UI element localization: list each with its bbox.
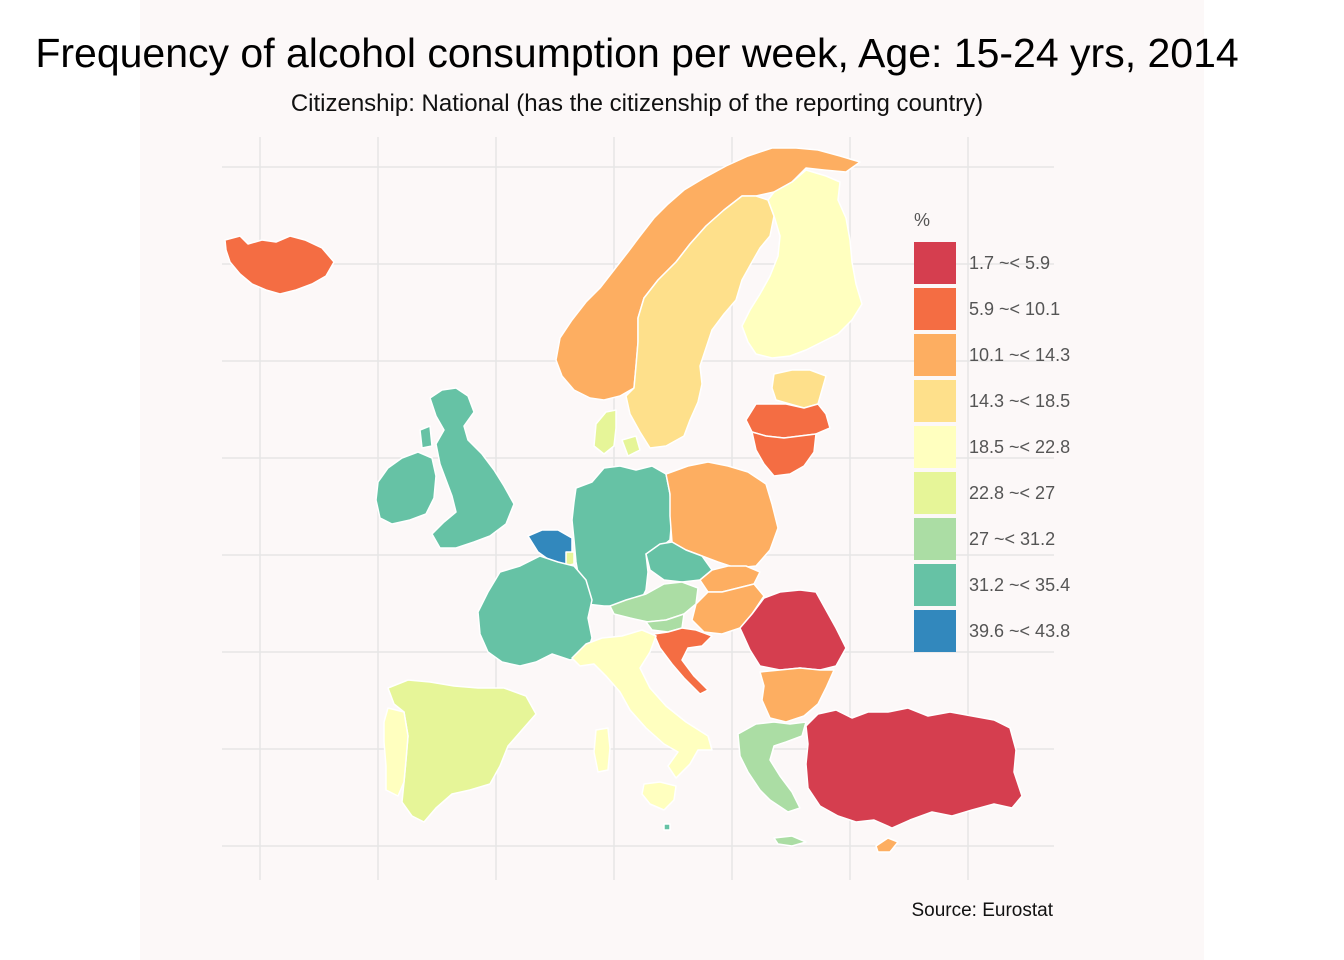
legend-label: 31.2 ~< 35.4 <box>969 575 1071 595</box>
legend-swatch <box>914 472 956 514</box>
legend-swatch <box>914 288 956 330</box>
region-crete[interactable] <box>773 835 807 847</box>
region-turkey[interactable] <box>805 707 1023 829</box>
legend-swatch <box>914 242 956 284</box>
region-bulgaria[interactable] <box>759 667 835 723</box>
region-united-kingdom[interactable] <box>419 387 515 549</box>
region-malta[interactable] <box>663 823 671 831</box>
region-finland[interactable] <box>741 169 863 359</box>
region-portugal[interactable] <box>383 707 409 797</box>
map-title: Frequency of alcohol consumption per wee… <box>35 30 1239 76</box>
legend-label: 27 ~< 31.2 <box>969 529 1056 549</box>
region-lithuania[interactable] <box>751 431 817 477</box>
legend-swatch <box>914 334 956 376</box>
region-sweden[interactable] <box>625 195 775 449</box>
region-latvia[interactable] <box>745 403 831 439</box>
region-iceland[interactable] <box>224 235 335 295</box>
legend-label: 22.8 ~< 27 <box>969 483 1056 503</box>
legend-label: 10.1 ~< 14.3 <box>969 345 1071 365</box>
region-sicily[interactable] <box>641 781 677 811</box>
region-croatia[interactable] <box>653 627 713 695</box>
legend-label: 5.9 ~< 10.1 <box>969 299 1061 319</box>
legend-label: 1.7 ~< 5.9 <box>969 253 1051 273</box>
legend-swatch <box>914 564 956 606</box>
legend-swatch <box>914 518 956 560</box>
legend-swatch <box>914 426 956 468</box>
legend-swatch <box>914 380 956 422</box>
legend-label: 39.6 ~< 43.8 <box>969 621 1071 641</box>
region-sardinia[interactable] <box>593 727 611 773</box>
region-denmark[interactable] <box>593 409 641 457</box>
legend-title: % <box>914 210 931 230</box>
region-poland[interactable] <box>665 461 779 569</box>
legend-label: 14.3 ~< 18.5 <box>969 391 1071 411</box>
region-italy[interactable] <box>571 629 713 779</box>
region-cyprus[interactable] <box>875 837 899 853</box>
region-romania[interactable] <box>739 589 847 671</box>
legend-label: 18.5 ~< 22.8 <box>969 437 1071 457</box>
region-estonia[interactable] <box>771 369 827 409</box>
source-caption: Source: Eurostat <box>911 900 1053 921</box>
legend-swatch <box>914 610 956 652</box>
region-germany[interactable] <box>571 465 673 607</box>
region-ireland[interactable] <box>375 451 437 525</box>
region-greece[interactable] <box>737 721 807 813</box>
region-spain[interactable] <box>387 679 537 823</box>
region-luxembourg[interactable] <box>565 551 575 567</box>
map-subtitle: Citizenship: National (has the citizensh… <box>290 90 984 117</box>
region-france[interactable] <box>477 555 593 667</box>
